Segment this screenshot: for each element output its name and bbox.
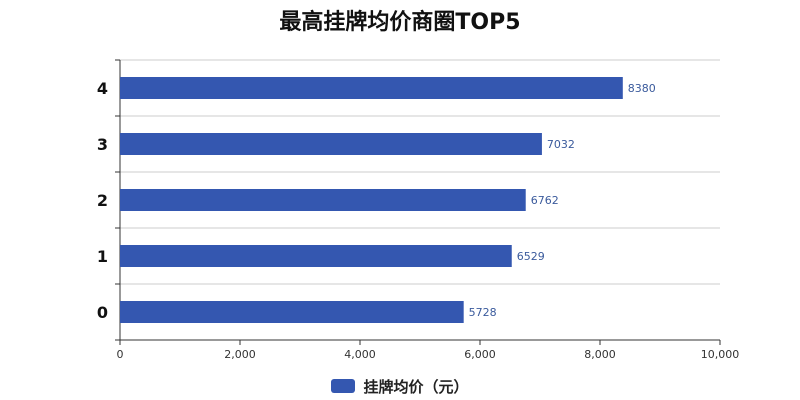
y-tick-label: 1 — [97, 247, 108, 266]
bar — [120, 245, 512, 267]
x-tick-label: 0 — [117, 348, 124, 361]
x-tick-label: 6,000 — [464, 348, 496, 361]
labels: 4 8380 3 7032 2 6762 1 6529 0 5728 — [97, 79, 656, 322]
bar — [120, 133, 542, 155]
legend[interactable]: 挂牌均价（元） — [0, 376, 800, 396]
x-tick-label: 8,000 — [584, 348, 616, 361]
data-label: 8380 — [628, 82, 656, 95]
bars — [120, 77, 623, 323]
bar — [120, 189, 526, 211]
y-tick-label: 2 — [97, 191, 108, 210]
data-label: 6529 — [517, 250, 545, 263]
data-label: 6762 — [531, 194, 559, 207]
y-tick-label: 3 — [97, 135, 108, 154]
axes: 0 2,000 4,000 6,000 8,000 10,000 — [115, 59, 740, 361]
y-tick-label: 0 — [97, 303, 108, 322]
x-tick-label: 4,000 — [344, 348, 376, 361]
bar — [120, 301, 464, 323]
y-tick-label: 4 — [97, 79, 108, 98]
chart-title: 最高挂牌均价商圈TOP5 — [279, 10, 521, 35]
data-label: 5728 — [469, 306, 497, 319]
x-tick-label: 10,000 — [701, 348, 740, 361]
bar — [120, 77, 623, 99]
legend-swatch — [331, 379, 356, 393]
data-label: 7032 — [547, 138, 575, 151]
legend-label: 挂牌均价（元） — [363, 377, 469, 396]
x-tick-label: 2,000 — [224, 348, 256, 361]
